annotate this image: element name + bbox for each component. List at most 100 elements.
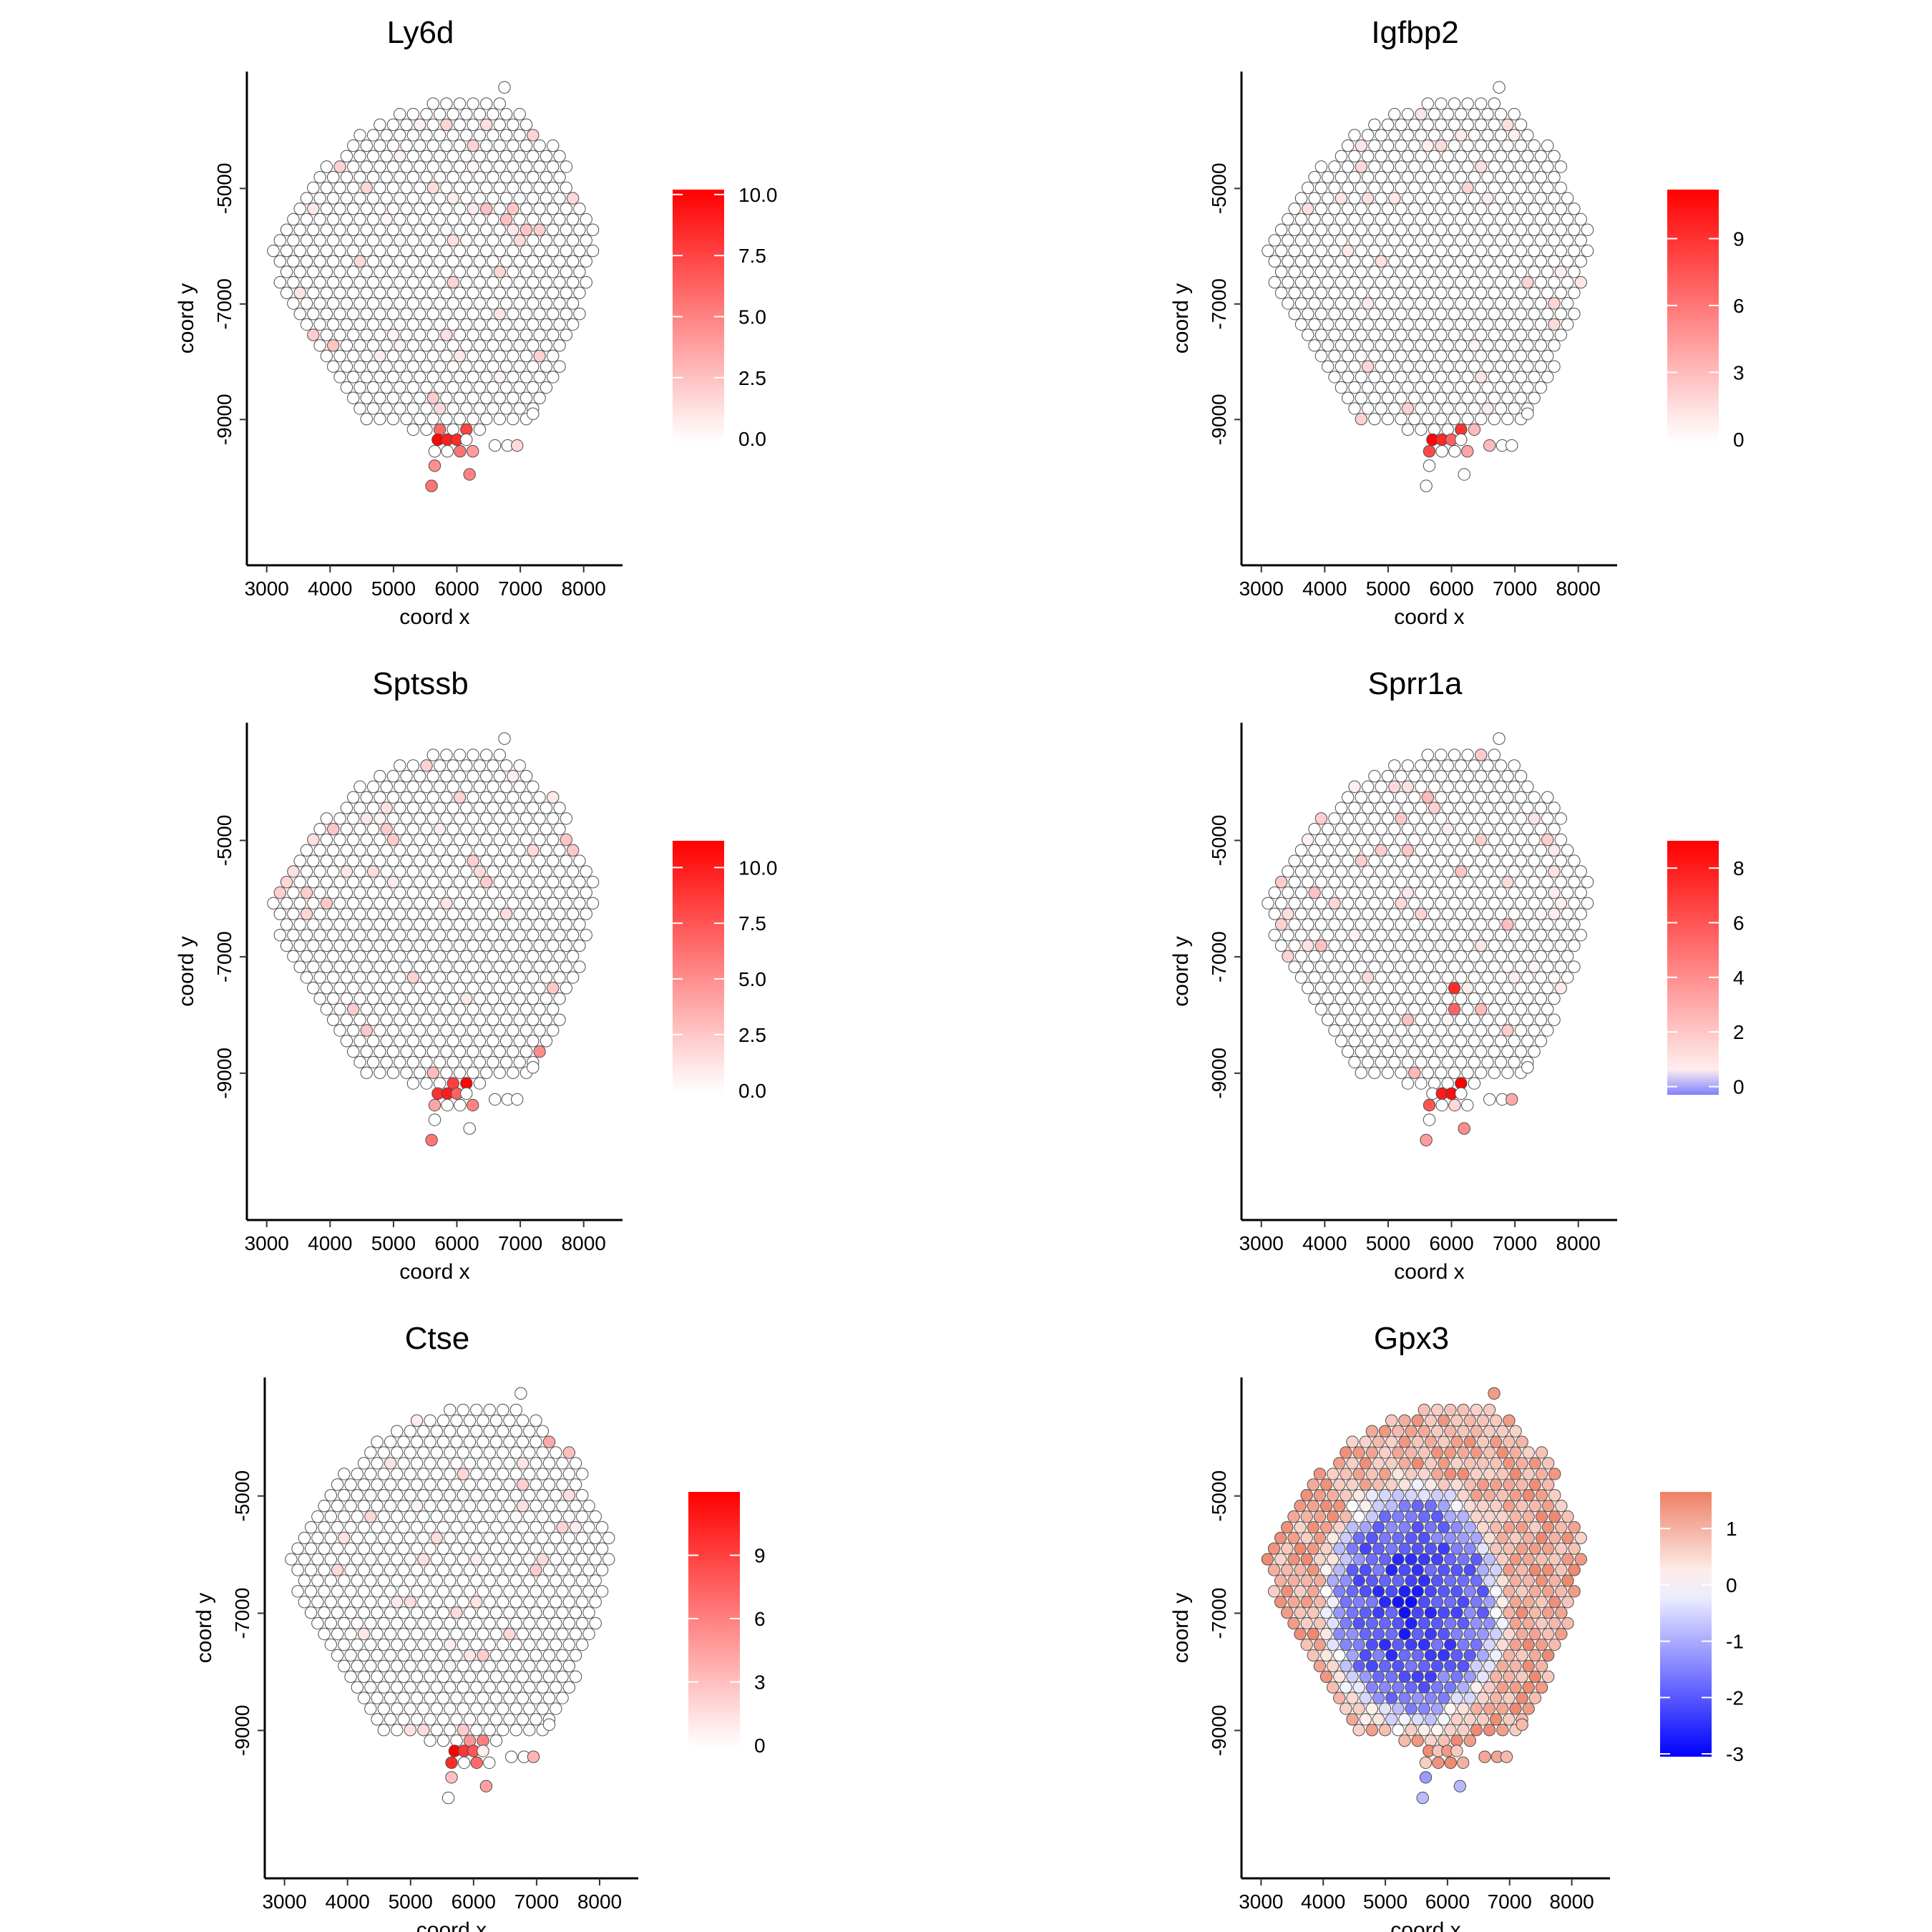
spot-point bbox=[420, 171, 433, 184]
spot-point bbox=[1514, 328, 1528, 341]
spot-point bbox=[450, 1478, 463, 1491]
spot-point bbox=[553, 318, 566, 331]
spot-point bbox=[516, 1585, 530, 1598]
spot-point bbox=[384, 1542, 397, 1555]
spot-point bbox=[313, 171, 326, 184]
spot-point bbox=[1415, 759, 1428, 772]
spot-point bbox=[1438, 1692, 1450, 1704]
spot-point bbox=[1441, 339, 1454, 352]
spot-point bbox=[1381, 1066, 1395, 1079]
spot-point bbox=[1415, 107, 1428, 121]
spot-point bbox=[287, 907, 300, 920]
spot-point bbox=[1348, 1035, 1361, 1048]
spot-point bbox=[527, 1035, 540, 1048]
spot-point bbox=[542, 1499, 556, 1513]
spot-point bbox=[499, 823, 513, 836]
y-tick-label: -7000 bbox=[213, 931, 235, 982]
spot-point bbox=[480, 960, 493, 973]
spot-point bbox=[400, 833, 413, 847]
spot-point bbox=[1408, 960, 1421, 973]
spot-point bbox=[1282, 297, 1294, 310]
spot-point bbox=[527, 971, 540, 984]
spot-point bbox=[1294, 1606, 1307, 1619]
spot-point bbox=[1554, 939, 1568, 952]
spot-point bbox=[497, 1724, 509, 1737]
spot-point bbox=[527, 129, 540, 142]
spot-point bbox=[509, 1446, 522, 1459]
spot-point bbox=[1438, 1414, 1450, 1428]
spot-point bbox=[503, 1627, 516, 1641]
spot-point bbox=[380, 801, 393, 814]
spot-point bbox=[562, 1638, 575, 1652]
spot-point bbox=[1408, 286, 1421, 299]
spot-point bbox=[457, 1756, 471, 1770]
spot-point bbox=[1398, 1606, 1411, 1619]
spot-point bbox=[560, 897, 572, 910]
spot-point bbox=[1528, 1478, 1542, 1491]
spot-point bbox=[1444, 1638, 1457, 1652]
spot-point bbox=[540, 192, 553, 205]
spot-point bbox=[394, 950, 406, 963]
spot-point bbox=[489, 1542, 503, 1555]
spot-point bbox=[353, 339, 366, 352]
spot-point bbox=[533, 1024, 546, 1037]
spot-point bbox=[1378, 1616, 1392, 1630]
spot-point bbox=[307, 265, 320, 278]
spot-point bbox=[436, 1521, 450, 1534]
spot-point bbox=[298, 1531, 311, 1545]
spot-point bbox=[463, 1585, 477, 1598]
spot-point bbox=[470, 1468, 483, 1480]
spot-point bbox=[444, 1468, 457, 1480]
spot-point bbox=[1481, 992, 1494, 1005]
spot-point bbox=[293, 286, 306, 299]
spot-point bbox=[353, 823, 366, 836]
spot-point bbox=[1359, 1606, 1372, 1619]
spot-point bbox=[440, 371, 453, 384]
spot-point bbox=[357, 1521, 371, 1534]
spot-point bbox=[1489, 1713, 1503, 1726]
spot-point bbox=[463, 1713, 477, 1726]
spot-point bbox=[513, 192, 526, 205]
spot-point bbox=[366, 213, 380, 226]
spot-point bbox=[280, 286, 293, 299]
spot-point bbox=[576, 1553, 589, 1566]
spot-point bbox=[1411, 1542, 1424, 1555]
spot-point bbox=[1444, 1616, 1457, 1630]
spot-point bbox=[1421, 244, 1435, 258]
spot-point bbox=[467, 203, 479, 215]
spot-point bbox=[386, 349, 400, 363]
spot-point bbox=[1415, 929, 1428, 942]
spot-point bbox=[1340, 1553, 1352, 1566]
spot-point bbox=[1428, 213, 1441, 226]
spot-point bbox=[1294, 907, 1308, 920]
spot-point bbox=[1516, 1692, 1528, 1704]
spot-point bbox=[499, 107, 513, 121]
spot-point bbox=[1457, 1596, 1470, 1609]
spot-point bbox=[384, 1521, 397, 1534]
spot-point bbox=[453, 770, 467, 783]
spot-point bbox=[566, 255, 580, 268]
spot-point bbox=[489, 1563, 503, 1576]
spot-point bbox=[386, 960, 400, 973]
spot-point bbox=[560, 982, 572, 995]
spot-point bbox=[420, 992, 433, 1005]
spot-point bbox=[344, 1606, 357, 1619]
spot-point bbox=[487, 992, 499, 1005]
spot-point bbox=[1314, 203, 1328, 215]
spot-point bbox=[1395, 876, 1407, 889]
spot-point bbox=[553, 255, 566, 268]
spot-point bbox=[1441, 234, 1454, 247]
spot-point bbox=[477, 1542, 489, 1555]
spot-point bbox=[1398, 1478, 1411, 1491]
spot-point bbox=[420, 339, 433, 352]
spot-point bbox=[507, 349, 519, 363]
spot-point bbox=[340, 297, 353, 310]
spot-point bbox=[1468, 823, 1481, 836]
spot-point bbox=[1348, 402, 1361, 415]
spot-point bbox=[473, 381, 487, 394]
spot-point bbox=[562, 1468, 575, 1480]
spot-point bbox=[1488, 181, 1501, 195]
spot-point bbox=[582, 1627, 595, 1641]
spot-point bbox=[513, 971, 526, 984]
spot-point bbox=[473, 844, 487, 857]
